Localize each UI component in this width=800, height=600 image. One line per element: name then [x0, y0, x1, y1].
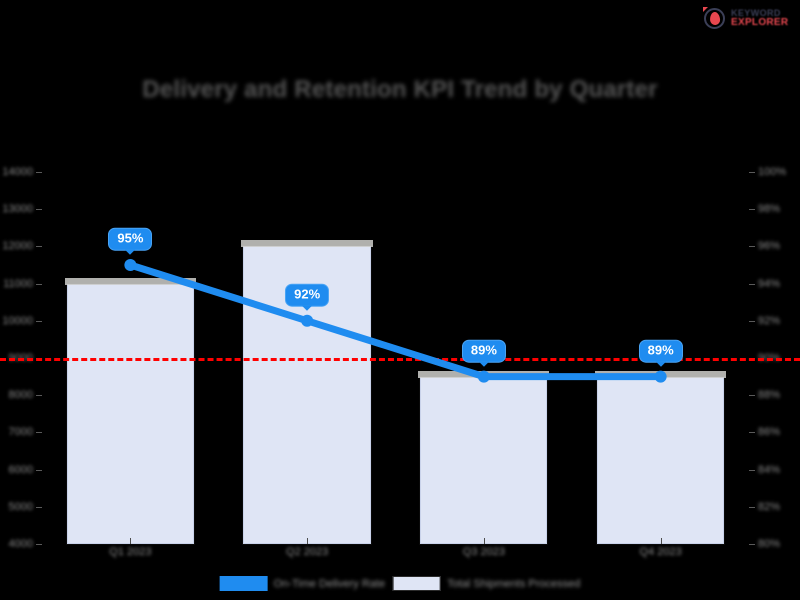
y-axis-left-tick	[36, 283, 42, 285]
data-label-badge: 89%	[461, 339, 506, 367]
legend-swatch	[393, 576, 442, 591]
y-axis-left-label: 8000	[8, 389, 33, 402]
brand-logo-line2: EXPLORER	[731, 17, 789, 29]
brand-logo-line1: KEYWORD	[731, 8, 781, 19]
droplet-logo-icon	[702, 6, 728, 32]
y-axis-left-label: 5000	[8, 500, 33, 513]
y-axis-right-label: 84%	[758, 463, 781, 476]
x-axis-tick	[660, 538, 662, 544]
x-axis-tick	[483, 538, 485, 544]
y-axis-left-tick	[36, 544, 42, 545]
y-axis-left-label: 10000	[2, 314, 33, 327]
bar[interactable]	[594, 370, 727, 544]
y-axis-right-tick	[749, 506, 755, 508]
y-axis-right-label: 94%	[758, 277, 781, 290]
data-label-badge: 92%	[285, 283, 330, 312]
y-axis-left-tick	[36, 246, 42, 248]
y-axis-left-tick	[36, 172, 42, 173]
y-axis-left-tick	[36, 320, 42, 322]
y-axis-right-label: 88%	[758, 389, 781, 402]
y-axis-left-label: 4000	[8, 538, 33, 550]
data-label-badge: 89%	[638, 339, 683, 367]
y-axis-left-tick	[36, 432, 42, 434]
y-axis-left-tick	[36, 209, 42, 211]
x-axis-label: Q3 2023	[462, 546, 505, 558]
y-axis-right-tick	[749, 469, 755, 471]
y-axis-right-tick	[749, 209, 755, 211]
y-axis-right-label: 98%	[758, 203, 781, 216]
x-axis-label: Q1 2023	[109, 546, 152, 558]
legend-label: On-Time Delivery Rate	[273, 577, 386, 590]
y-axis-left-tick	[36, 469, 42, 471]
x-axis-tick	[130, 538, 132, 544]
y-axis-right-label: 96%	[758, 240, 781, 253]
y-axis-left-label: 7000	[8, 426, 33, 439]
y-axis-right-label: 92%	[758, 314, 781, 327]
bar-cap	[241, 240, 373, 248]
y-axis-left-label: 14000	[2, 166, 33, 178]
bar[interactable]	[241, 240, 373, 544]
bar[interactable]	[64, 277, 196, 544]
x-axis: Q1 2023 Q2 2023 Q3 2023 Q4 2023	[42, 538, 749, 566]
chart-legend: On-Time Delivery Rate Total Shipments Pro…	[216, 573, 585, 594]
y-axis-right-label: 100%	[758, 166, 787, 178]
line-marker[interactable]	[477, 370, 490, 383]
y-axis-right-tick	[749, 246, 755, 248]
y-axis-left-tick	[36, 395, 42, 397]
line-series	[124, 259, 667, 383]
y-axis-left-label: 12000	[2, 240, 33, 253]
data-label-badge: 95%	[108, 227, 153, 256]
y-axis-left-label: 13000	[2, 203, 33, 216]
line-marker[interactable]	[124, 259, 137, 271]
y-axis-right-label: 86%	[758, 426, 781, 439]
line-marker[interactable]	[654, 370, 667, 383]
chart-title: Delivery and Retention KPI Trend by Quar…	[142, 76, 658, 103]
legend-swatch	[219, 576, 268, 591]
y-axis-right-tick	[749, 432, 755, 434]
line-marker[interactable]	[301, 314, 314, 327]
threshold-line	[0, 358, 800, 361]
legend-item[interactable]: On-Time Delivery Rate	[219, 576, 386, 591]
brand-logo: KEYWORD EXPLORER	[702, 4, 794, 34]
y-axis-left-label: 11000	[3, 277, 33, 290]
x-axis-label: Q4 2023	[639, 546, 682, 558]
y-axis-left-label: 6000	[8, 463, 33, 476]
y-axis-right-tick	[749, 544, 755, 545]
y-axis-right-label: 80%	[758, 538, 781, 550]
bar-cap	[64, 277, 196, 285]
brand-logo-wordmark: KEYWORD EXPLORER	[731, 8, 789, 29]
y-axis-left-tick	[36, 506, 42, 508]
y-axis-right-tick	[749, 172, 755, 173]
y-axis-right-label: 82%	[758, 500, 781, 513]
y-axis-right-tick	[749, 395, 755, 397]
y-axis-right-tick	[749, 320, 755, 322]
x-axis-label: Q2 2023	[286, 546, 329, 558]
x-axis-tick	[307, 538, 309, 544]
legend-label: Total Shipments Processed	[447, 577, 581, 590]
legend-item[interactable]: Total Shipments Processed	[393, 576, 580, 591]
y-axis-right-tick	[749, 283, 755, 285]
line-path	[126, 261, 665, 381]
plot-area: 14000 13000 12000 11000 10000 9000 8000 7000 600…	[0, 166, 800, 550]
